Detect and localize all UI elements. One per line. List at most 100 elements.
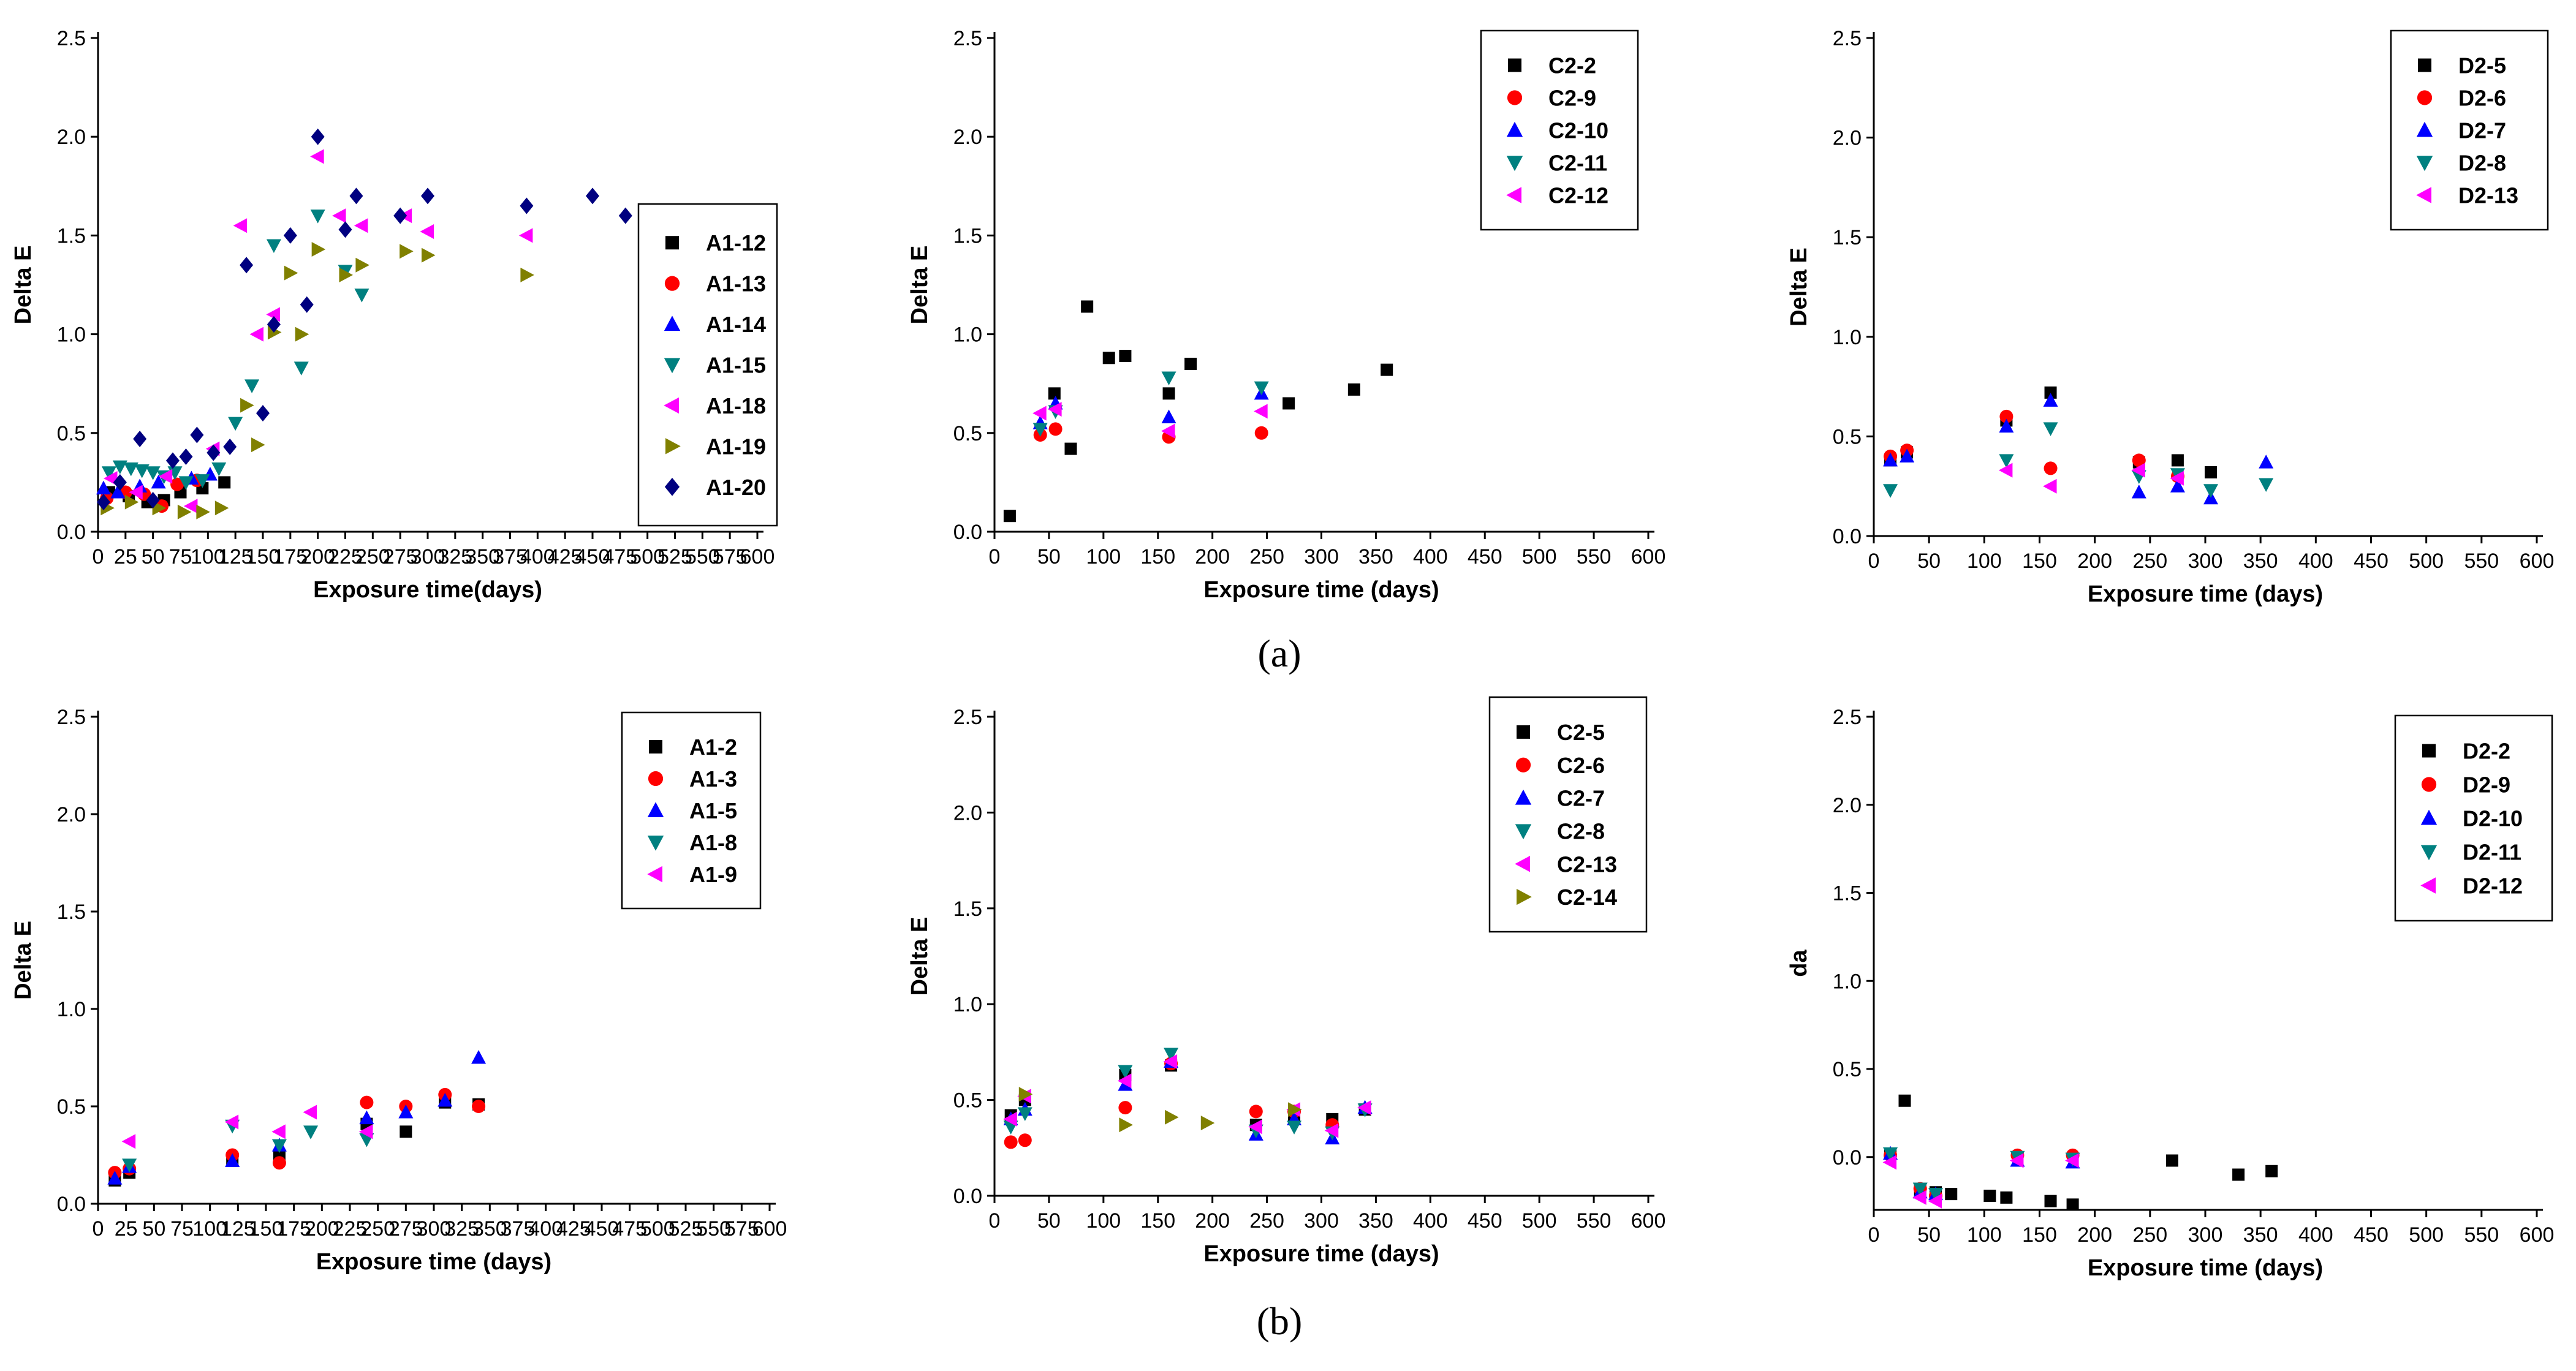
- y-tick-label: 2.5: [953, 706, 982, 729]
- legend-marker: [2420, 845, 2438, 861]
- data-point: [233, 218, 248, 233]
- legend-marker: [1506, 121, 1523, 137]
- legend-marker: [2420, 877, 2436, 894]
- x-tick-label: 400: [2298, 1223, 2333, 1247]
- data-point: [422, 247, 436, 263]
- x-tick-label: 575: [713, 545, 748, 568]
- data-point: [1999, 409, 2013, 423]
- data-point: [124, 494, 139, 510]
- legend-marker: [2422, 744, 2436, 758]
- data-point: [295, 327, 309, 342]
- series: [96, 128, 632, 511]
- x-tick-label: 100: [192, 1217, 227, 1241]
- data-point: [195, 474, 210, 488]
- data-point: [151, 474, 166, 489]
- legend-label: C2-10: [1548, 118, 1608, 143]
- series: [1018, 1087, 1302, 1133]
- data-point: [112, 460, 127, 475]
- data-point: [359, 1110, 374, 1125]
- x-tick-label: 150: [2022, 1223, 2057, 1247]
- data-point: [1162, 387, 1175, 400]
- x-tick-label: 125: [221, 1217, 256, 1241]
- data-point: [2065, 1153, 2079, 1168]
- data-point: [196, 504, 210, 519]
- x-tick-label: 400: [1413, 545, 1448, 568]
- x-tick-label: 400: [1413, 1209, 1448, 1233]
- data-point: [520, 267, 534, 282]
- x-tick-label: 50: [142, 545, 165, 568]
- y-tick-label: 0.0: [1833, 525, 1862, 548]
- y-tick-label: 1.5: [1833, 226, 1862, 249]
- series: [101, 210, 369, 490]
- chart-panel: 0 25 50 75100125150175200225250275300325350…: [10, 706, 787, 1275]
- x-tick-label: 50: [1917, 550, 1941, 573]
- series: [1032, 371, 1269, 437]
- series: [107, 1050, 487, 1185]
- x-tick-label: 100: [1967, 550, 2002, 573]
- data-point: [1118, 1065, 1133, 1079]
- data-point: [145, 466, 161, 480]
- legend-box: [637, 203, 778, 527]
- series: [108, 1087, 486, 1180]
- x-tick-label: 0: [1868, 1223, 1880, 1247]
- legend-marker: [1515, 856, 1530, 872]
- data-point: [251, 437, 265, 453]
- data-point: [96, 480, 111, 495]
- data-point: [1999, 418, 2014, 433]
- data-point: [1900, 448, 1915, 463]
- x-tick-label: 50: [1037, 1209, 1061, 1233]
- data-point: [266, 239, 281, 254]
- data-point: [618, 207, 632, 224]
- data-point: [1928, 1193, 1942, 1209]
- x-tick-label: 25: [115, 1217, 138, 1241]
- series: [1032, 402, 1268, 439]
- chart-panel: 0 50 100 150 200 250 300 350 400 450 500 550 600 0.0 0…: [907, 696, 1665, 1267]
- y-tick-label: 2.0: [57, 803, 86, 826]
- chart-panel: 0 50 100 150 200 250 300 350 400 450 500 550 600 0.0 0…: [1786, 27, 2554, 607]
- data-point: [1200, 1116, 1215, 1131]
- x-tick-label: 400: [520, 545, 555, 568]
- y-axis-label: Delta E: [1786, 247, 1812, 327]
- series: [1998, 463, 2184, 494]
- data-point: [218, 476, 231, 489]
- data-point: [1017, 1107, 1032, 1121]
- legend-marker: [2416, 156, 2433, 172]
- data-point: [266, 307, 280, 322]
- y-tick-label: 1.0: [1833, 326, 1862, 349]
- data-point: [354, 218, 368, 233]
- y-tick-label: 0.5: [953, 1089, 982, 1112]
- data-point: [1064, 442, 1077, 455]
- legend: D2-2 D2-9 D2-10 D2-11 D2-12: [2394, 714, 2553, 922]
- data-point: [2170, 478, 2185, 493]
- legend-label: C2-5: [1557, 720, 1605, 745]
- data-point: [1119, 350, 1132, 363]
- series: [1003, 1048, 1373, 1141]
- data-point: [2043, 422, 2058, 436]
- data-point: [134, 464, 150, 478]
- data-point: [421, 187, 434, 205]
- x-tick-label: 175: [276, 1217, 311, 1241]
- data-point: [398, 1105, 414, 1119]
- y-tick-label: 1.5: [57, 901, 86, 924]
- x-tick-label: 275: [383, 545, 418, 568]
- x-tick-label: 0: [1868, 550, 1880, 573]
- series: [1884, 1094, 2278, 1211]
- x-tick-label: 325: [438, 545, 472, 568]
- data-point: [1018, 1087, 1033, 1102]
- x-tick-label: 550: [1577, 545, 1612, 568]
- chart-panel: 0 50 100 150 200 250 300 350 400 450 500 550 600 0.0 0…: [1786, 706, 2554, 1281]
- x-tick-label: 550: [2464, 1223, 2499, 1247]
- legend-label: A1-18: [706, 393, 766, 418]
- x-tick-label: 250: [2132, 550, 2167, 573]
- legend-label: A1-19: [706, 434, 766, 459]
- y-tick-label: 1.0: [1833, 970, 1862, 993]
- data-point: [1184, 357, 1197, 370]
- x-axis-label: Exposure time (days): [316, 1249, 551, 1275]
- data-point: [393, 207, 407, 224]
- data-point: [1117, 1073, 1132, 1089]
- legend-marker: [1515, 789, 1532, 805]
- x-tick-label: 350: [465, 545, 500, 568]
- y-tick-label: 2.5: [57, 27, 86, 50]
- data-point: [2009, 1153, 2024, 1168]
